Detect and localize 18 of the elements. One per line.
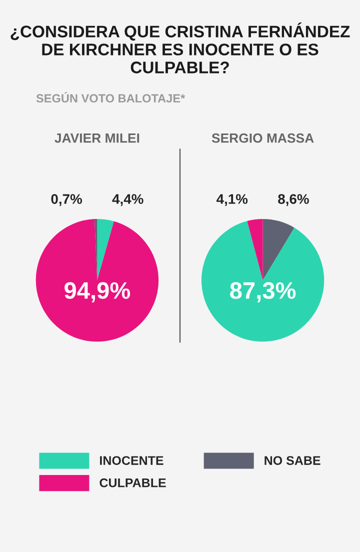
pie-slice (97, 218, 114, 280)
legend-label: CULPABLE (100, 478, 166, 488)
data-label: 4,4% (112, 194, 144, 206)
data-label: 87,3% (230, 282, 296, 302)
pie-slice (201, 220, 324, 342)
legend-label: NO SABE (264, 456, 320, 465)
chart-title: JAVIER MILEI (54, 134, 140, 143)
text: ¿CONSIDERA QUE CRISTINA FERNÁNDEZ DE KIRCHNER ES INOCENTE O ES CULPABLE? (10, 22, 350, 74)
data-label: 0,7% (51, 194, 82, 206)
legend-label: INOCENTE (100, 456, 164, 465)
pie-slice (247, 218, 263, 280)
pie-slice (36, 219, 159, 342)
data-label: 94,9% (64, 282, 130, 302)
pie-slice (262, 218, 294, 280)
data-label: 4,1% (216, 194, 248, 206)
data-label: 8,6% (278, 194, 309, 206)
text: SEGÚN VOTO BALOTAJE* (36, 92, 186, 103)
chart-title: SERGIO MASSA (212, 133, 314, 143)
